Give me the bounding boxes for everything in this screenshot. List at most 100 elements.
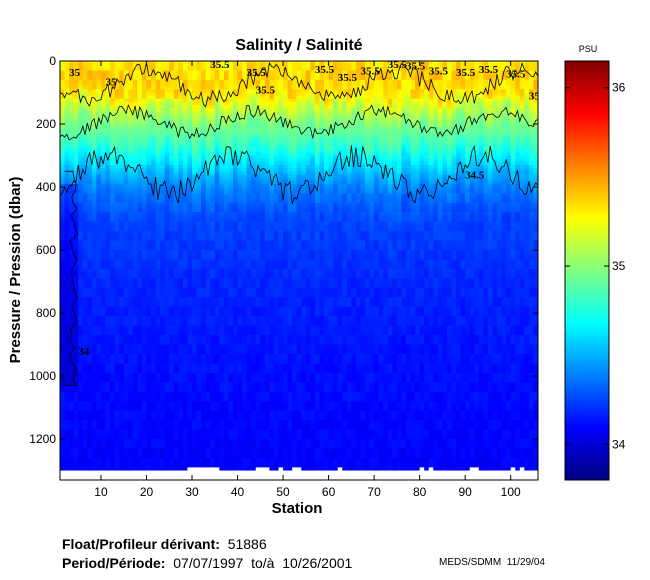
heat-cell <box>164 306 170 311</box>
heat-cell <box>100 303 107 308</box>
heat-cell <box>141 290 148 295</box>
heat-cell <box>169 309 175 314</box>
heat-cell <box>169 445 175 450</box>
heat-cell <box>173 306 179 311</box>
heat-cell <box>164 139 170 144</box>
heat-cell <box>128 152 134 157</box>
heat-cell <box>87 281 93 286</box>
heat-cell <box>78 79 84 84</box>
heat-cell <box>64 174 70 179</box>
heat-cell <box>69 199 75 204</box>
heat-cell <box>132 398 138 402</box>
heat-cell <box>105 205 111 210</box>
heat-cell <box>100 124 107 128</box>
heat-cell <box>146 224 152 229</box>
heat-cell <box>114 401 120 405</box>
heat-cell <box>105 183 111 188</box>
heat-cell <box>110 432 116 437</box>
heat-cell <box>160 212 166 216</box>
heat-cell <box>169 117 175 122</box>
heat-cell <box>82 429 88 434</box>
heat-cell <box>123 391 129 396</box>
heat-cell <box>169 439 175 443</box>
heat-cell <box>82 372 88 377</box>
heat-cell <box>60 328 66 333</box>
heat-cell <box>132 262 138 267</box>
heat-cell <box>105 101 111 106</box>
heat-cell <box>82 410 88 415</box>
heat-cell <box>155 328 161 333</box>
heat-cell <box>119 253 125 257</box>
heat-cell <box>123 237 129 242</box>
heat-cell <box>96 155 102 160</box>
heat-cell <box>169 275 175 279</box>
heat-cell <box>78 281 84 286</box>
heat-cell <box>69 284 75 289</box>
heat-cell <box>87 398 93 402</box>
heat-cell <box>96 297 102 302</box>
heat-cell <box>123 398 129 402</box>
heat-cell <box>100 193 107 198</box>
heat-cell <box>110 218 116 223</box>
heat-cell <box>60 212 66 216</box>
heat-cell <box>173 224 179 229</box>
heat-cell <box>155 265 161 270</box>
heat-cell <box>123 341 129 346</box>
heat-cell <box>151 344 157 349</box>
heat-cell <box>60 309 66 314</box>
heat-cell <box>78 171 84 176</box>
heat-cell <box>87 445 93 450</box>
heat-cell <box>100 313 107 317</box>
heat-cell <box>105 325 111 330</box>
heat-cell <box>87 435 93 440</box>
heat-cell <box>146 416 152 421</box>
heat-cell <box>82 448 88 453</box>
heat-cell <box>91 376 98 380</box>
heat-cell <box>123 439 129 443</box>
heat-cell <box>137 161 143 166</box>
heat-cell <box>100 262 107 267</box>
heat-cell <box>151 215 157 220</box>
heat-cell <box>137 218 143 223</box>
heat-cell <box>169 149 175 153</box>
heat-cell <box>123 457 129 462</box>
heat-cell <box>164 350 170 355</box>
heat-cell <box>160 237 166 242</box>
heat-cell <box>60 155 66 160</box>
heat-cell <box>164 168 170 172</box>
heat-cell <box>60 316 66 320</box>
heat-cell <box>64 376 70 380</box>
heat-cell <box>151 398 157 402</box>
heat-cell <box>146 237 152 242</box>
heat-cell <box>82 117 88 122</box>
heat-cell <box>132 451 138 456</box>
heat-cell <box>141 398 148 402</box>
heat-cell <box>73 287 79 292</box>
heat-cell <box>132 161 138 166</box>
heat-cell <box>128 240 134 245</box>
heat-cell <box>164 404 170 409</box>
heat-cell <box>169 205 175 210</box>
heat-cell <box>141 363 148 368</box>
heat-cell <box>110 221 116 226</box>
heat-cell <box>73 448 79 453</box>
heat-cell <box>114 388 120 393</box>
heat-cell <box>160 215 166 220</box>
heat-cell <box>160 146 166 150</box>
heat-cell <box>128 272 134 276</box>
heat-cell <box>173 240 179 245</box>
heat-cell <box>132 92 138 97</box>
heat-cell <box>82 111 88 116</box>
heat-cell <box>155 413 161 418</box>
heat-cell <box>169 250 175 254</box>
heat-cell <box>155 202 161 207</box>
heat-cell <box>82 187 88 191</box>
heat-cell <box>64 256 70 261</box>
heat-cell <box>128 227 134 232</box>
heat-cell <box>119 114 125 119</box>
heat-cell <box>146 284 152 289</box>
heat-cell <box>87 407 93 412</box>
heat-cell <box>96 284 102 289</box>
heat-cell <box>132 158 138 163</box>
heat-cell <box>105 401 111 405</box>
